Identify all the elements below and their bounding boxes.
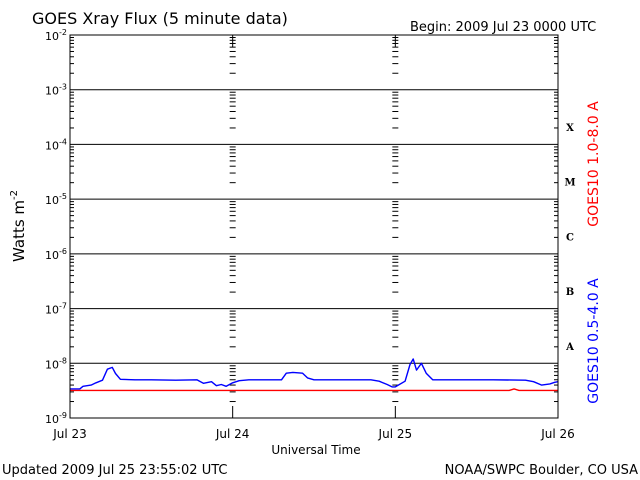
y-tick-label: 10-9 <box>45 411 67 426</box>
y-tick-label: 10-5 <box>45 192 67 207</box>
source-credit: NOAA/SWPC Boulder, CO USA <box>445 463 638 478</box>
flare-class-label: C <box>566 232 574 243</box>
y-axis-label-text: Watts m <box>10 200 28 262</box>
y-tick-exponent: -9 <box>59 411 67 420</box>
y-axis-label-exponent: -2 <box>9 190 20 200</box>
flare-class-label: M <box>564 178 575 189</box>
grid-lines <box>70 89 558 364</box>
series-lines <box>70 358 559 392</box>
x-tick-label: Jul 26 <box>540 427 575 441</box>
minor-tick-marks <box>70 35 558 418</box>
x-tick-labels: Jul 23 Jul 24 Jul 25 Jul 26 <box>52 427 575 441</box>
series-line <box>70 358 559 390</box>
y-tick-label: 10-7 <box>45 302 67 317</box>
y-tick-labels: 10-210-310-410-510-610-710-810-9 <box>45 28 67 426</box>
series-line <box>70 388 558 392</box>
plot-frame <box>69 34 559 419</box>
flare-class-label: X <box>566 123 574 134</box>
flare-class-label: A <box>565 342 574 353</box>
y-tick-exponent: -7 <box>59 302 67 311</box>
y-axis-label: Watts m-2 <box>9 190 28 262</box>
y-tick-label: 10-3 <box>45 83 67 98</box>
x-tick-label: Jul 25 <box>378 427 413 441</box>
y-tick-exponent: -2 <box>59 28 67 37</box>
y-tick-base: 10 <box>45 358 59 371</box>
y-tick-exponent: -6 <box>59 247 67 256</box>
y-tick-base: 10 <box>45 249 59 262</box>
y-tick-exponent: -5 <box>59 192 67 201</box>
x-tick-label: Jul 23 <box>52 427 87 441</box>
y-tick-base: 10 <box>45 194 59 207</box>
y-tick-label: 10-8 <box>45 356 67 371</box>
y-tick-exponent: -8 <box>59 356 67 365</box>
y-tick-base: 10 <box>45 30 59 43</box>
y-tick-base: 10 <box>45 85 59 98</box>
y-tick-exponent: -3 <box>59 83 67 92</box>
y-tick-label: 10-6 <box>45 247 67 262</box>
y-tick-exponent: -4 <box>59 137 67 146</box>
y-tick-base: 10 <box>45 139 59 152</box>
flare-class-labels: X M C B A <box>564 123 575 353</box>
y-tick-base: 10 <box>45 413 59 426</box>
y-tick-base: 10 <box>45 304 59 317</box>
flare-class-label: B <box>566 287 574 298</box>
y-tick-label: 10-4 <box>45 137 67 152</box>
legend-series-2: GOES10 0.5-4.0 A <box>586 278 602 404</box>
x-tick-label: Jul 24 <box>215 427 250 441</box>
y-tick-label: 10-2 <box>45 28 67 43</box>
updated-timestamp: Updated 2009 Jul 25 23:55:02 UTC <box>2 463 227 478</box>
begin-label: Begin: 2009 Jul 23 0000 UTC <box>410 20 596 35</box>
legend-series-1: GOES10 1.0-8.0 A <box>586 101 602 227</box>
chart-title: GOES Xray Flux (5 minute data) <box>32 9 288 28</box>
x-axis-label: Universal Time <box>271 443 360 457</box>
